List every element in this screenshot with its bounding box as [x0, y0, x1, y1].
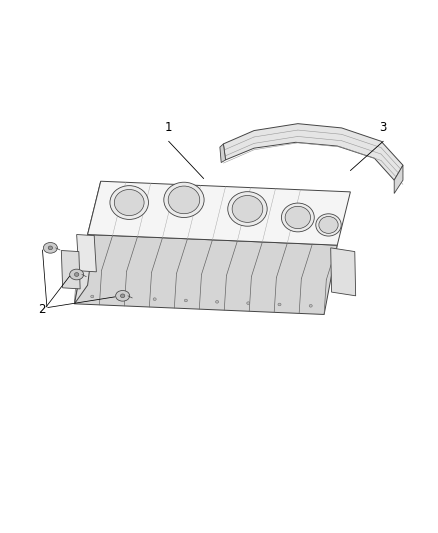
- Text: 3: 3: [380, 122, 387, 134]
- Polygon shape: [77, 235, 96, 272]
- Ellipse shape: [120, 294, 125, 297]
- Polygon shape: [394, 165, 403, 193]
- Ellipse shape: [281, 203, 314, 232]
- Ellipse shape: [70, 269, 84, 280]
- Ellipse shape: [285, 206, 311, 229]
- Polygon shape: [331, 248, 356, 296]
- Ellipse shape: [228, 192, 267, 226]
- Ellipse shape: [164, 182, 204, 217]
- Ellipse shape: [114, 190, 144, 215]
- Ellipse shape: [74, 273, 79, 276]
- Ellipse shape: [316, 214, 341, 236]
- Ellipse shape: [309, 304, 312, 307]
- Polygon shape: [74, 235, 337, 314]
- Ellipse shape: [91, 295, 94, 298]
- Polygon shape: [61, 251, 80, 289]
- Ellipse shape: [319, 216, 338, 233]
- Polygon shape: [74, 181, 101, 304]
- Ellipse shape: [43, 243, 57, 253]
- Ellipse shape: [184, 299, 187, 302]
- Ellipse shape: [153, 298, 156, 301]
- Text: 1: 1: [165, 122, 173, 134]
- Ellipse shape: [247, 302, 250, 304]
- Ellipse shape: [116, 290, 130, 301]
- Polygon shape: [88, 181, 350, 245]
- Ellipse shape: [215, 301, 219, 303]
- Ellipse shape: [278, 303, 281, 306]
- Ellipse shape: [232, 196, 263, 222]
- Ellipse shape: [48, 246, 53, 249]
- Text: 2: 2: [38, 303, 46, 316]
- Ellipse shape: [110, 185, 148, 220]
- Polygon shape: [220, 144, 226, 163]
- Polygon shape: [223, 124, 403, 180]
- Ellipse shape: [168, 186, 200, 214]
- Ellipse shape: [122, 296, 125, 299]
